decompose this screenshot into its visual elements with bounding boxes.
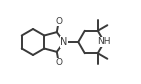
- Text: N: N: [60, 37, 68, 47]
- Text: O: O: [55, 58, 62, 67]
- Text: O: O: [55, 17, 62, 26]
- Text: NH: NH: [98, 37, 111, 47]
